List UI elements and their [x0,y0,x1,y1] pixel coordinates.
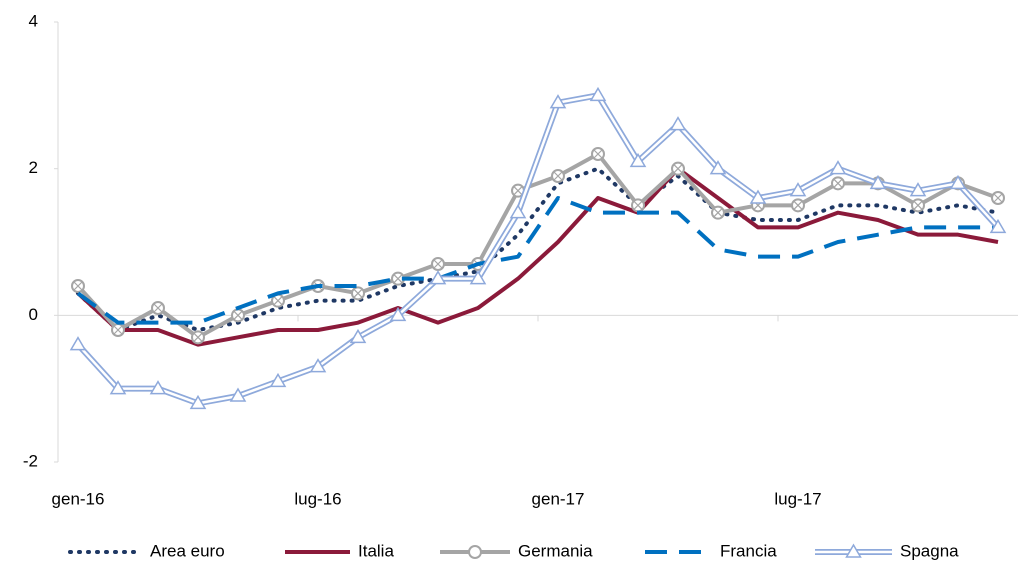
marker-cross [713,208,723,218]
marker [509,204,527,219]
marker-cross [273,296,283,306]
marker [149,380,167,395]
marker [589,86,607,102]
marker [549,94,567,109]
series-line [76,196,998,325]
marker [949,174,967,190]
marker-cross [553,171,563,181]
marker [869,174,887,190]
marker [629,152,647,168]
marker-cross [513,186,523,196]
series-line [76,152,999,340]
marker-cross [433,259,443,269]
marker-cross [793,200,803,210]
marker [429,270,447,285]
marker-cross [73,281,83,291]
series-line [76,166,1000,332]
marker-cross [113,325,123,335]
marker-cross [193,332,203,342]
legend-marker [468,545,482,559]
x-tick-label: lug-16 [294,489,341,508]
marker-cross [833,178,843,188]
legend-label: Italia [358,541,394,560]
marker-cross [153,303,163,313]
marker [109,380,127,395]
series-line [75,92,1001,407]
marker [309,358,327,373]
y-tick-label: 2 [29,158,38,177]
marker [69,336,87,351]
legend-label: Francia [720,541,777,560]
marker [829,160,847,175]
series-line [76,166,999,347]
marker-cross [673,164,683,174]
marker [909,182,927,197]
marker [709,160,727,175]
marker [349,328,367,344]
x-tick-label: lug-17 [774,489,821,508]
y-tick-label: 4 [29,11,38,30]
legend-label: Germania [518,541,593,560]
marker [229,387,247,402]
marker-cross [633,200,643,210]
legend-marker [845,543,862,558]
legend-label: Area euro [150,541,225,560]
marker [469,270,487,285]
marker [669,116,687,131]
marker-cross [913,200,923,210]
marker-cross [393,274,403,284]
series-line-inner [77,94,999,405]
marker-cross [353,288,363,298]
legend-label: Spagna [900,541,959,560]
marker-cross [593,149,603,159]
marker-cross [233,310,243,320]
marker [989,218,1007,234]
marker [749,189,767,204]
marker [789,182,807,197]
marker-cross [993,193,1003,203]
x-tick-label: gen-16 [52,489,105,508]
marker [189,394,207,410]
x-tick-label: gen-17 [532,489,585,508]
marker [389,306,407,322]
y-tick-label: 0 [29,305,38,324]
marker [269,372,287,388]
y-tick-label: -2 [23,451,38,470]
